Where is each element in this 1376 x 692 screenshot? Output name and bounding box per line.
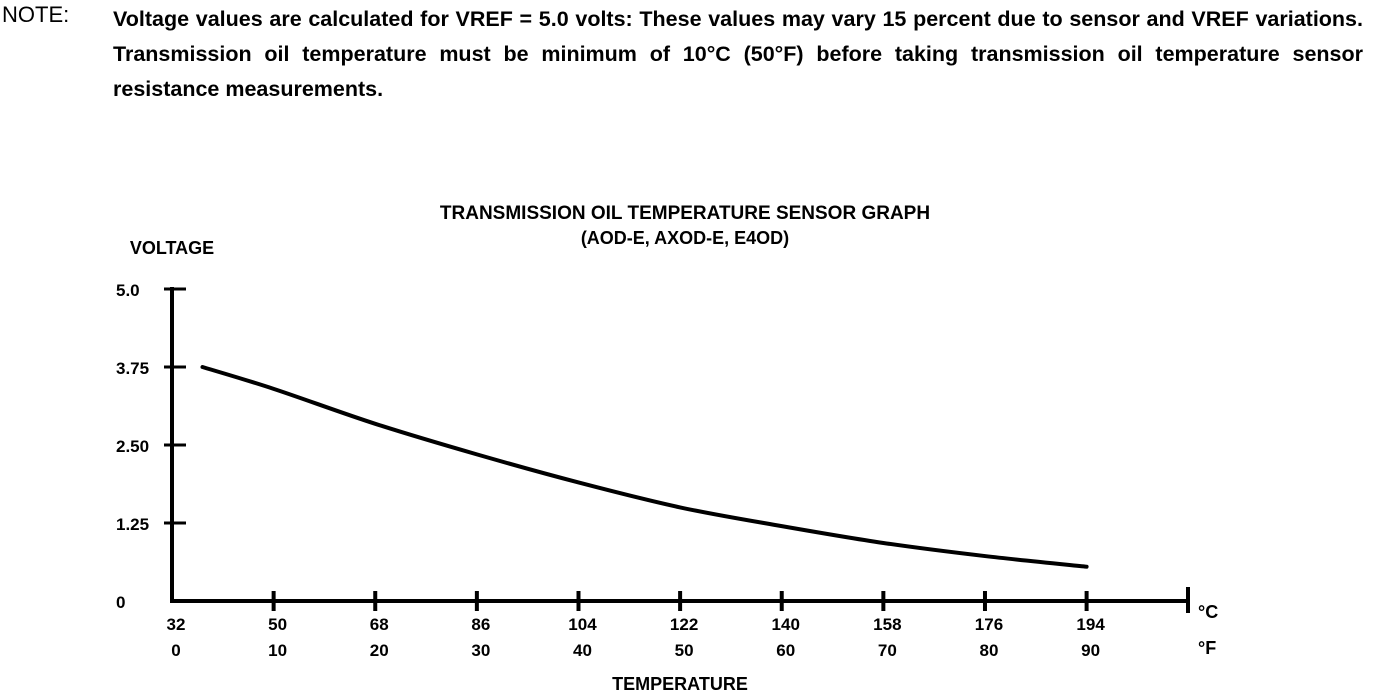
y-tick-label: 2.50 — [116, 437, 149, 456]
x-tick-label-f: 176 — [975, 615, 1003, 634]
note-block: NOTE: Voltage values are calculated for … — [0, 0, 1376, 101]
y-tick-label: 3.75 — [116, 359, 149, 378]
x-tick-label-f: 86 — [471, 615, 490, 634]
x-tick-label-c: 70 — [878, 641, 897, 660]
note-label: NOTE: — [2, 2, 70, 27]
x-tick-label-f: 140 — [772, 615, 800, 634]
y-axis-label: VOLTAGE — [130, 238, 214, 258]
chart-axes: 5.0 3.75 2.50 1.25 0 32 0 50 10 68 20 86 30 104 40 122 5… — [116, 281, 1218, 660]
x-tick-label-f: 50 — [268, 615, 287, 634]
y-tick-label: 1.25 — [116, 515, 149, 534]
x-tick-label-f: 194 — [1076, 615, 1105, 634]
chart-marks — [200, 365, 1089, 569]
x-tick-label-c: 20 — [370, 641, 389, 660]
x-tick-label-c: 50 — [675, 641, 694, 660]
x-tick-label-c: 10 — [268, 641, 287, 660]
x-tick-label-f: 104 — [568, 615, 597, 634]
x-tick-label-c: 90 — [1081, 641, 1100, 660]
x-tick-label-f: 158 — [873, 615, 901, 634]
note-text: Voltage values are calculated for VREF =… — [113, 7, 1363, 101]
x-tick-label-c: 30 — [471, 641, 490, 660]
x-tick-label-c: 0 — [171, 641, 180, 660]
x-axis-label: TEMPERATURE — [612, 674, 748, 692]
x-tick-label-c: 40 — [573, 641, 592, 660]
x-tick-label-f: 68 — [370, 615, 389, 634]
x-tick-label-c: 80 — [980, 641, 999, 660]
x-tick-label-f: 122 — [670, 615, 698, 634]
y-tick-label: 0 — [116, 593, 125, 612]
x-tick-label-f: 32 — [167, 615, 186, 634]
x-unit-label-row1: °C — [1198, 602, 1218, 622]
chart-subtitle: (AOD-E, AXOD-E, E4OD) — [581, 228, 789, 248]
y-tick-label: 5.0 — [116, 281, 140, 300]
x-tick-label-c: 60 — [776, 641, 795, 660]
chart-title: TRANSMISSION OIL TEMPERATURE SENSOR GRAP… — [440, 203, 930, 224]
x-unit-label-row2: °F — [1198, 638, 1216, 658]
series-line — [200, 365, 1089, 569]
